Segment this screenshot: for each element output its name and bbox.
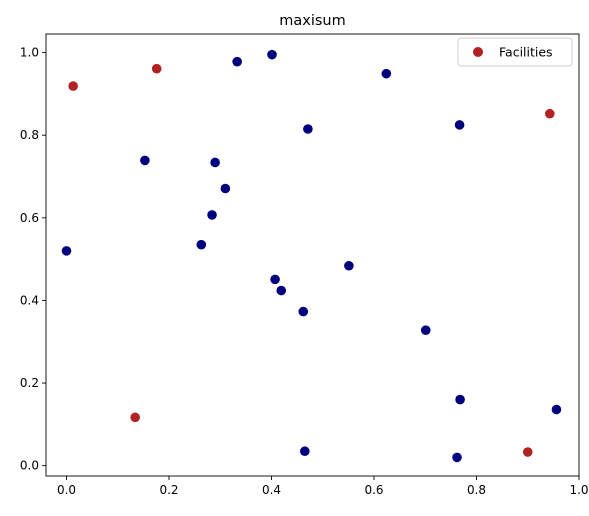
y-tick-label: 0.2 xyxy=(20,376,39,390)
demand-point xyxy=(267,49,277,60)
legend-marker-facilities xyxy=(473,47,483,57)
demand-point xyxy=(344,260,354,271)
demand-point xyxy=(207,210,217,220)
demand-point xyxy=(220,183,231,194)
facility-point xyxy=(151,63,162,74)
points-layer xyxy=(61,49,562,463)
facility-point xyxy=(68,81,78,91)
demand-point xyxy=(276,285,287,296)
demand-point xyxy=(298,306,309,317)
legend: Facilities xyxy=(457,37,573,67)
x-tick-label: 0.8 xyxy=(467,483,486,497)
demand-point xyxy=(300,446,310,457)
legend-label-facilities: Facilities xyxy=(499,45,553,60)
demand-point xyxy=(270,274,280,285)
demand-point xyxy=(420,325,431,335)
legend-box xyxy=(457,37,573,67)
demand-point xyxy=(196,239,207,250)
demand-point xyxy=(452,452,462,463)
y-tick-label: 0.4 xyxy=(20,293,39,307)
y-tick-label: 0.6 xyxy=(20,211,39,225)
facility-point xyxy=(522,447,533,457)
demand-point xyxy=(232,56,242,67)
x-tick-label: 0.6 xyxy=(364,483,383,497)
demand-point xyxy=(140,155,150,166)
y-tick-label: 1.0 xyxy=(20,46,39,60)
demand-point xyxy=(381,68,392,79)
demand-point xyxy=(551,404,562,415)
demand-point xyxy=(303,124,313,134)
x-tick-label: 0.0 xyxy=(57,483,76,497)
demand-point xyxy=(61,246,72,256)
facility-point xyxy=(130,412,140,423)
facility-point xyxy=(544,108,555,119)
y-tick-label: 0.0 xyxy=(20,459,39,473)
axes-frame xyxy=(45,33,580,477)
x-tick-label: 1.0 xyxy=(569,483,588,497)
demand-point xyxy=(210,157,220,168)
y-tick-label: 0.8 xyxy=(20,128,39,142)
chart-title: maxisum xyxy=(279,13,346,29)
x-tick-label: 0.4 xyxy=(262,483,281,497)
demand-point xyxy=(454,120,465,130)
x-tick-label: 0.2 xyxy=(159,483,178,497)
demand-point xyxy=(455,394,465,405)
ticks-layer: 0.0 0.2 0.4 0.6 0.8 1.0 0.0 0.2 0.4 0.6 0.8 1.0 xyxy=(20,46,589,497)
